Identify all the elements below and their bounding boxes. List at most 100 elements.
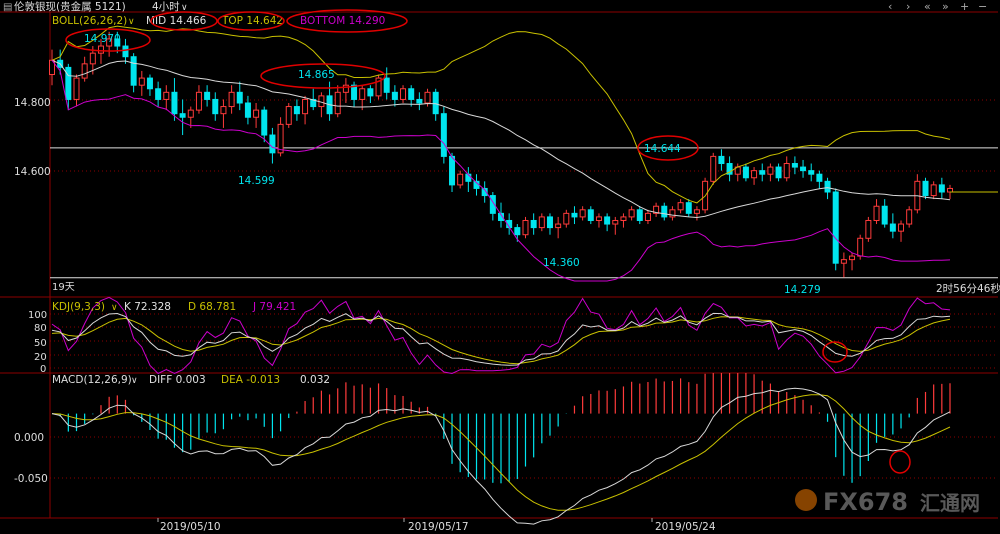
symbol-title[interactable]: 伦敦银现(贵金属 5121) [14, 0, 126, 13]
window-control-button[interactable]: › [906, 0, 910, 13]
kdj-name[interactable]: KDJ(9,3,3) [52, 301, 105, 313]
chevron-down-icon[interactable]: ∨ [131, 376, 138, 386]
candle-body [653, 205, 660, 214]
candle [906, 206, 913, 228]
low-label-1: 14.599 [238, 175, 275, 187]
candle-body [220, 106, 227, 115]
chevron-down-icon[interactable]: ∨ [181, 3, 188, 13]
candle-body [130, 56, 137, 86]
candle-body [236, 91, 243, 104]
candle-body [440, 113, 447, 157]
candle [277, 117, 284, 157]
candle [236, 81, 243, 111]
candle-body [424, 91, 431, 104]
candle [310, 88, 317, 111]
candle-body [481, 187, 488, 197]
menu-icon[interactable]: ▤ [3, 2, 12, 13]
candle-body [522, 219, 529, 236]
candle [334, 85, 341, 118]
candle-body [791, 163, 798, 168]
candle-body [906, 209, 913, 225]
candle-body [742, 166, 749, 179]
candle [318, 92, 325, 118]
candle-body [449, 155, 456, 186]
low-label-3: 14.279 [784, 284, 821, 296]
date-label: 2019/05/17 [408, 521, 469, 533]
macd-name[interactable]: MACD(12,26,9) [52, 374, 132, 386]
macd-diff-line [51, 387, 951, 525]
candle-body [89, 52, 96, 65]
candle-body [644, 212, 651, 221]
candle [881, 199, 888, 228]
candle [65, 63, 72, 111]
candle [849, 252, 856, 271]
candle-body [587, 209, 594, 221]
annotation-circle [150, 11, 218, 31]
kdj-panel [51, 296, 951, 375]
candle-body [310, 98, 317, 108]
candle-body [359, 88, 366, 100]
candle-body [146, 77, 153, 90]
kdj-k-value: K 72.328 [124, 301, 171, 313]
candle-body [710, 155, 717, 182]
candle-body [628, 209, 635, 218]
candle [938, 177, 945, 200]
candle-body [383, 77, 390, 93]
candle [767, 163, 774, 182]
candle-body [195, 91, 202, 111]
candle-body [612, 219, 619, 225]
candle-body [759, 170, 766, 175]
window-control-button[interactable]: « [924, 0, 931, 13]
candle [840, 252, 847, 278]
candle-body [685, 202, 692, 214]
candle [146, 74, 153, 96]
candle-body [571, 212, 578, 218]
boll-bottom-value: BOTTOM 14.290 [300, 15, 385, 27]
window-control-button[interactable]: − [978, 0, 987, 13]
candle-body [179, 113, 186, 118]
chevron-down-icon[interactable]: ∨ [111, 303, 118, 313]
candle [220, 99, 227, 128]
candle [130, 53, 137, 93]
candle [261, 106, 268, 143]
days-label: 19天 [52, 282, 75, 293]
candle [302, 95, 309, 125]
candle [922, 177, 929, 200]
window-control-button[interactable]: » [942, 0, 949, 13]
annotation-circle [822, 341, 848, 363]
boll-top-value: TOP 14.642 [221, 15, 283, 27]
period-selector[interactable]: 4小时 [152, 1, 180, 13]
candle [187, 106, 194, 128]
candle-body [930, 184, 937, 197]
candle-body [783, 163, 790, 179]
candle [114, 31, 121, 54]
candle [155, 81, 162, 107]
candle-body [865, 219, 872, 239]
candle [873, 199, 880, 225]
candle [579, 206, 586, 221]
candle-body [938, 184, 945, 193]
macd-diff-value: DIFF 0.003 [149, 374, 206, 386]
candle [171, 78, 178, 121]
candle [342, 78, 349, 103]
candle-body [73, 77, 80, 100]
low-label-2: 14.360 [543, 257, 580, 269]
chevron-down-icon[interactable]: ∨ [128, 17, 135, 27]
boll-top-line [51, 25, 951, 204]
window-control-button[interactable]: ‹ [888, 0, 892, 13]
candle-body [269, 134, 276, 154]
candle-body [563, 212, 570, 225]
window-control-button[interactable]: + [960, 0, 969, 13]
candle-body [514, 227, 521, 236]
panel-frames [0, 11, 998, 522]
candle [653, 202, 660, 217]
candle-body [767, 166, 774, 175]
boll-name[interactable]: BOLL(26,26,2) [52, 15, 127, 27]
candle [416, 92, 423, 111]
candle-body [155, 88, 162, 100]
candle-body [277, 123, 284, 154]
kdj-d-value: D 68.781 [188, 301, 236, 313]
high-label-3: 14.644 [644, 143, 681, 155]
annotation-circle [65, 28, 151, 52]
